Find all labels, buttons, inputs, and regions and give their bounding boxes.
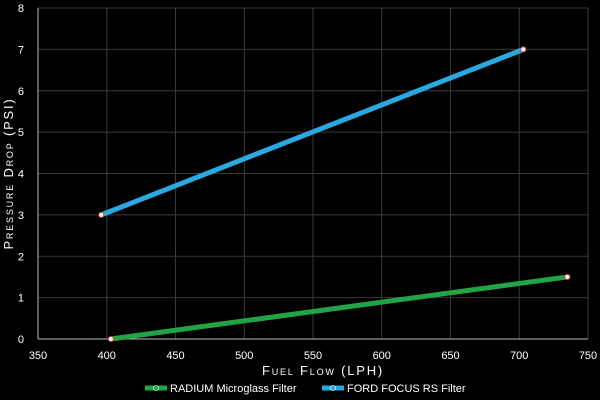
- y-tick-label: 6: [18, 86, 24, 98]
- y-tick-label: 5: [18, 127, 24, 139]
- y-axis-title: Pressure Drop (PSI): [1, 97, 16, 249]
- x-tick-label: 650: [441, 350, 459, 362]
- y-tick-label: 1: [18, 293, 24, 305]
- legend-label: RADIUM Microglass Filter: [170, 383, 297, 395]
- x-tick-label: 600: [373, 350, 391, 362]
- legend-label: FORD FOCUS RS Filter: [347, 383, 466, 395]
- legend: RADIUM Microglass Filter FORD FOCUS RS Fi…: [145, 383, 466, 395]
- x-tick-label: 350: [29, 350, 47, 362]
- x-tick-label: 550: [304, 350, 322, 362]
- legend-marker: [330, 385, 336, 391]
- x-tick-label: 750: [579, 350, 597, 362]
- series-line-2: [100, 47, 525, 218]
- y-tick-label: 0: [18, 334, 24, 346]
- x-tick-label: 400: [98, 350, 116, 362]
- tick-labels: 350 400 450 500 550 600 650 700 750 0 1 2 3 4 5 6 7 8: [18, 3, 597, 362]
- series-line-1: [110, 274, 568, 342]
- y-tick-label: 2: [18, 251, 24, 263]
- x-tick-label: 700: [510, 350, 528, 362]
- data-point: [98, 211, 105, 218]
- x-tick-label: 450: [166, 350, 184, 362]
- legend-marker: [153, 385, 159, 391]
- y-tick-label: 4: [18, 169, 24, 181]
- y-tick-label: 7: [18, 44, 24, 56]
- y-tick-label: 8: [18, 3, 24, 15]
- data-point: [107, 336, 114, 342]
- y-tick-label: 3: [18, 210, 24, 222]
- series-layer: [98, 46, 571, 342]
- data-point: [520, 46, 527, 53]
- grid: [37, 7, 589, 340]
- x-axis-title: Fuel Flow (LPH): [262, 363, 384, 378]
- x-tick-label: 500: [235, 350, 253, 362]
- data-point: [564, 273, 571, 280]
- axes: [37, 8, 588, 340]
